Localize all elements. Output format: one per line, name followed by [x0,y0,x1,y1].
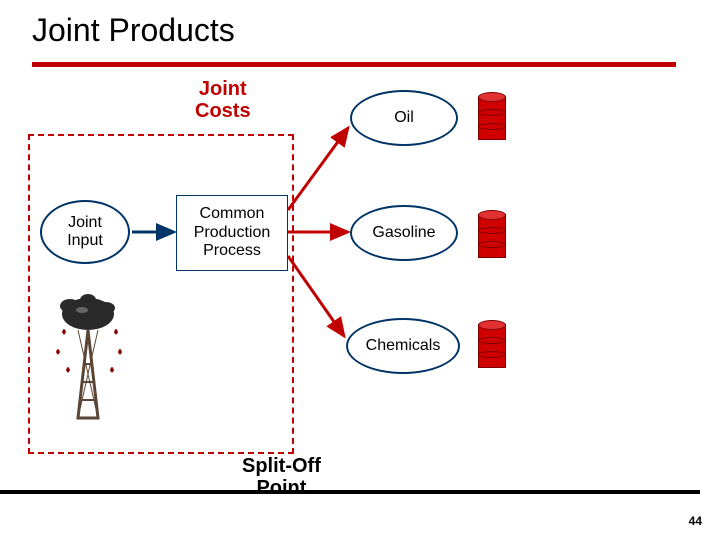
splitoff-line1: Split-Off [242,455,321,477]
page-number: 44 [689,514,702,528]
arrow-input-to-process [0,0,720,540]
footer-rule [0,490,700,494]
splitoff-line2: Point [242,477,321,499]
oil-rig-icon [48,290,128,420]
